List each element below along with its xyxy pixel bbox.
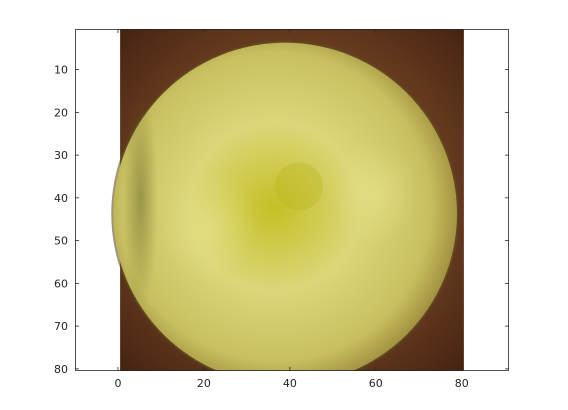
y-tick-label: 50 xyxy=(54,235,68,248)
y-tick-label: 80 xyxy=(54,363,68,376)
y-tick-label: 20 xyxy=(54,106,68,119)
axes-box xyxy=(75,29,509,371)
y-tick-label: 30 xyxy=(54,149,68,162)
image-layer xyxy=(111,29,464,371)
apple-highlight-right xyxy=(329,141,420,245)
apple-highlight-left xyxy=(161,172,258,283)
apple-shade-left xyxy=(123,90,158,310)
apple-center-spot xyxy=(274,162,323,211)
apple-body xyxy=(113,42,457,371)
x-tick-label: 80 xyxy=(455,377,469,390)
x-tick-label: 0 xyxy=(114,377,121,390)
x-tick-label: 20 xyxy=(197,377,211,390)
y-tick-label: 60 xyxy=(54,277,68,290)
y-tick-label: 70 xyxy=(54,320,68,333)
x-tick-label: 40 xyxy=(283,377,297,390)
y-tick-label: 40 xyxy=(54,192,68,205)
y-tick-label: 10 xyxy=(54,64,68,77)
axes: 0 20 40 60 80 10 20 30 40 50 60 70 80 xyxy=(54,29,509,390)
x-tick-label: 60 xyxy=(369,377,383,390)
